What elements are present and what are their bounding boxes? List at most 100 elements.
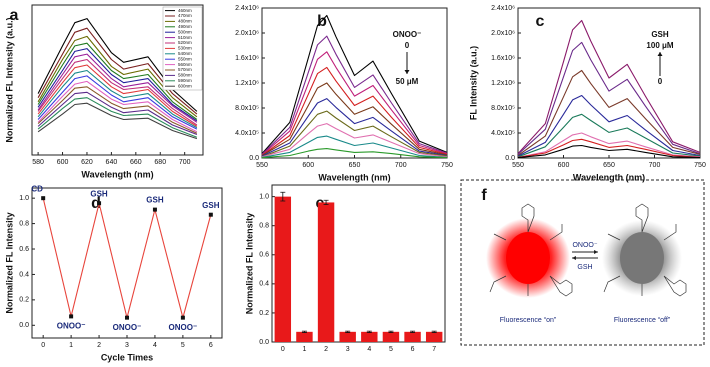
- legend-label: 470nm: [178, 13, 192, 18]
- x-axis-title: Wavelength (nm): [573, 172, 645, 182]
- x-axis-title: Wavelength (nm): [318, 172, 390, 182]
- legend-box: [162, 6, 203, 91]
- y-tick-label: 0.4: [259, 281, 269, 288]
- series-line: [261, 110, 448, 158]
- annotation: 100 μM: [646, 41, 673, 50]
- series-line: [37, 58, 198, 126]
- legend-label: 500nm: [178, 29, 192, 34]
- series-line: [261, 66, 448, 156]
- cd-on-core: [506, 232, 550, 284]
- point-label: ONOO⁻: [113, 323, 142, 332]
- panel-label: f: [481, 187, 487, 204]
- x-tick-label: 4: [153, 342, 157, 349]
- x-tick-label: 2: [97, 342, 101, 349]
- error-bar: [388, 330, 394, 333]
- error-bar: [431, 330, 437, 333]
- x-tick-label: 660: [130, 159, 142, 166]
- y-tick-label: 0.8: [259, 223, 269, 230]
- y-axis-title: Normalized FL Intensity (a.u.): [4, 17, 14, 142]
- plot-frame: [31, 4, 204, 156]
- y-tick-label: 0.2: [19, 297, 29, 304]
- point-marker: [208, 212, 213, 217]
- y-tick-label: 8.0x10⁵: [491, 105, 515, 112]
- x-tick-label: 700: [395, 162, 407, 169]
- arrowhead: [594, 250, 598, 254]
- y-tick-label: 1.6x10⁶: [491, 55, 515, 62]
- bar: [317, 202, 335, 342]
- series-line: [37, 97, 198, 138]
- legend-label: 570nm: [178, 67, 192, 72]
- panel-label: c: [536, 13, 545, 30]
- legend-label: 560nm: [178, 62, 192, 67]
- point-label: CD: [31, 184, 43, 193]
- series-line: [42, 198, 212, 319]
- series-line: [37, 53, 198, 123]
- series-line: [261, 135, 448, 158]
- y-tick-label: 0.0: [249, 155, 259, 162]
- left-label: Fluorescence “on”: [500, 317, 557, 324]
- x-tick-label: 5: [389, 346, 393, 353]
- y-tick-label: 1.2x10⁶: [491, 80, 515, 87]
- bar: [274, 196, 292, 342]
- x-tick-label: 750: [694, 162, 706, 169]
- bar: [361, 331, 378, 342]
- x-tick-label: 620: [81, 159, 93, 166]
- point-marker: [69, 314, 74, 319]
- x-tick-label: 550: [256, 162, 268, 169]
- legend-label: 600nm: [178, 83, 192, 88]
- legend-label: 590nm: [178, 78, 192, 83]
- series-line: [261, 35, 448, 155]
- series-line: [261, 123, 448, 158]
- cd-off-core: [620, 232, 664, 284]
- x-tick-label: 7: [432, 346, 436, 353]
- reverse-reagent: GSH: [577, 264, 592, 271]
- y-tick-label: 4.0x10⁵: [235, 130, 259, 137]
- legend-label: 460nm: [178, 8, 192, 13]
- legend-label: 510nm: [178, 35, 192, 40]
- y-tick-label: 2.0x10⁶: [491, 30, 515, 37]
- point-label: GSH: [90, 189, 108, 198]
- series-line: [261, 148, 448, 159]
- x-tick-label: 680: [154, 159, 166, 166]
- x-axis-title: Wavelength (nm): [81, 169, 153, 179]
- point-marker: [97, 201, 102, 206]
- annotation-arrowhead: [404, 70, 410, 74]
- x-tick-label: 600: [302, 162, 314, 169]
- legend-label: 580nm: [178, 73, 192, 78]
- error-bar: [301, 330, 307, 333]
- molecule-sketch: [489, 203, 687, 297]
- y-axis-title: Normalized FL Intensity: [244, 213, 254, 314]
- x-tick-label: 650: [603, 162, 615, 169]
- series-line: [517, 138, 701, 158]
- point-marker: [41, 196, 46, 201]
- y-tick-label: 0.0: [505, 155, 515, 162]
- error-bar: [345, 330, 351, 333]
- panel-label: a: [10, 7, 19, 24]
- x-tick-label: 0: [41, 342, 45, 349]
- x-tick-label: 4: [367, 346, 371, 353]
- y-tick-label: 1.2x10⁶: [235, 80, 259, 87]
- series-line: [517, 69, 701, 156]
- bar: [382, 331, 400, 342]
- x-axis-title: Cycle Times: [101, 352, 153, 362]
- point-marker: [152, 207, 157, 212]
- x-tick-label: 0: [281, 346, 285, 353]
- series-line: [37, 91, 198, 136]
- series-line: [37, 64, 198, 127]
- diagram-panel: ONOO⁻ GSH Fluorescence “on” Fluorescence…: [460, 179, 705, 346]
- x-tick-label: 3: [125, 342, 129, 349]
- legend-label: 480nm: [178, 19, 192, 24]
- y-tick-label: 2.0x10⁶: [235, 30, 259, 37]
- error-bar: [366, 330, 372, 333]
- series-line: [261, 98, 448, 157]
- series-line: [517, 144, 701, 159]
- legend-label: 520nm: [178, 40, 192, 45]
- series-line: [517, 41, 701, 155]
- right-label: Fluorescence “off”: [614, 317, 671, 324]
- arrowhead: [572, 256, 576, 260]
- y-tick-label: 1.0: [259, 193, 269, 200]
- x-tick-label: 750: [441, 162, 453, 169]
- y-tick-label: 2.4x10⁶: [491, 5, 515, 12]
- y-tick-label: 0.6: [19, 246, 29, 253]
- annotation: ONOO⁻: [393, 30, 422, 39]
